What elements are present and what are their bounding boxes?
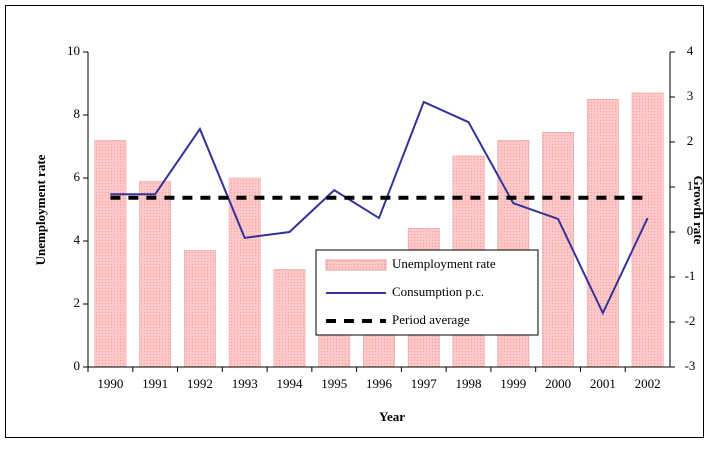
x-tick-label: 1991 xyxy=(142,376,168,391)
y-tick-label: 8 xyxy=(74,106,81,121)
x-tick-label: 2002 xyxy=(635,376,661,391)
x-tick-label: 1993 xyxy=(232,376,258,391)
x-tick-label: 1996 xyxy=(366,376,393,391)
y-tick-label: 4 xyxy=(74,232,81,247)
legend-label: Unemployment rate xyxy=(392,256,496,271)
y2-tick-label: -3 xyxy=(685,358,696,373)
legend-label: Consumption p.c. xyxy=(392,284,484,299)
bar xyxy=(228,177,261,368)
y2-tick-label: 1 xyxy=(687,178,694,193)
legend-swatch xyxy=(325,259,387,271)
y-axis-label: Unemployment rate xyxy=(33,154,48,265)
x-tick-label: 1992 xyxy=(187,376,213,391)
x-tick-label: 2001 xyxy=(590,376,616,391)
y-tick-label: 6 xyxy=(74,169,81,184)
y2-tick-label: 3 xyxy=(687,88,694,103)
y2-tick-label: -1 xyxy=(685,268,696,283)
bar xyxy=(631,92,664,368)
x-tick-label: 1997 xyxy=(411,376,438,391)
bar xyxy=(542,132,574,368)
y2-tick-label: -2 xyxy=(685,313,696,328)
bar xyxy=(273,269,306,368)
legend-label: Period average xyxy=(392,312,470,327)
y2-tick-label: 4 xyxy=(687,43,694,58)
bar xyxy=(586,99,619,368)
x-tick-label: 1998 xyxy=(456,376,482,391)
y2-axis-label: Growth rate xyxy=(691,176,706,245)
x-tick-label: 1994 xyxy=(276,376,303,391)
bar xyxy=(94,139,127,368)
bar xyxy=(139,180,172,368)
y2-tick-label: 0 xyxy=(687,223,694,238)
x-tick-label: 1999 xyxy=(500,376,526,391)
x-axis-label: Year xyxy=(379,409,405,424)
x-tick-label: 1995 xyxy=(321,376,347,391)
x-tick-label: 1990 xyxy=(97,376,123,391)
y-tick-label: 10 xyxy=(67,43,80,58)
y-tick-label: 2 xyxy=(74,295,81,310)
x-tick-label: 2000 xyxy=(545,376,571,391)
y-tick-label: 0 xyxy=(74,358,81,373)
y2-tick-label: 2 xyxy=(687,133,694,148)
line xyxy=(110,100,649,316)
bar xyxy=(184,250,216,368)
